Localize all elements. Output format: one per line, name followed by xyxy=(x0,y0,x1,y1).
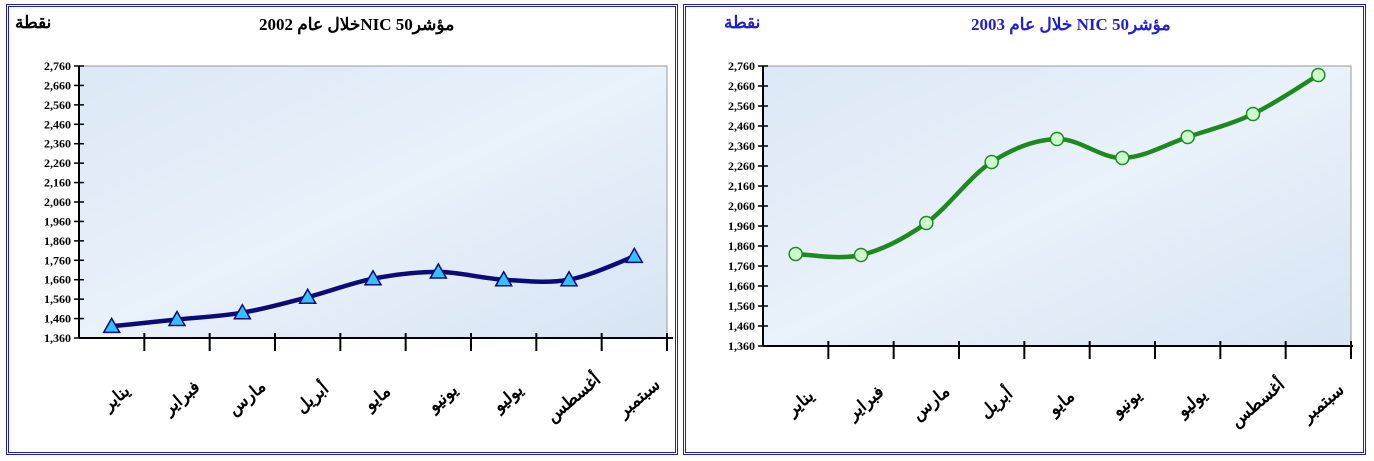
x-tick-label: مايو xyxy=(1043,387,1079,421)
x-tick-label: أبريل xyxy=(974,381,1017,422)
y-tick-label: 2,460 xyxy=(728,119,755,133)
data-point xyxy=(233,303,252,320)
y-tick-label: 2,060 xyxy=(728,199,755,213)
y-tick-label: 1,660 xyxy=(728,279,755,293)
x-tick-label: مايو xyxy=(359,382,395,416)
x-tick-label: مارس xyxy=(224,377,270,420)
y-tick-label: 1,960 xyxy=(44,214,71,228)
y-tick-label: 2,660 xyxy=(44,78,71,92)
data-point xyxy=(298,287,317,304)
data-point xyxy=(853,247,869,263)
y-tick-label: 1,860 xyxy=(728,239,755,253)
y-tick-label: 2,260 xyxy=(728,159,755,173)
x-tick-label: يوليو xyxy=(488,380,528,418)
y-unit-label: نقطة xyxy=(15,13,52,32)
data-point xyxy=(625,246,644,264)
data-point xyxy=(559,270,579,287)
y-tick-label: 1,360 xyxy=(728,339,755,353)
y-tick-label: 1,760 xyxy=(44,253,71,267)
data-point xyxy=(1245,106,1261,122)
chart-title: مؤشر50 NIC خلال عام 2003 xyxy=(971,15,1171,34)
y-tick-label: 2,760 xyxy=(44,59,71,73)
y-tick-label: 2,260 xyxy=(44,156,71,170)
y-tick-label: 1,660 xyxy=(44,273,71,287)
x-tick-label: يناير xyxy=(97,381,134,417)
y-tick-label: 2,560 xyxy=(728,99,755,113)
y-tick-label: 1,560 xyxy=(728,299,755,313)
x-tick-label: يونيو xyxy=(1107,385,1146,422)
data-point xyxy=(1049,131,1065,147)
x-tick-label: أغسطس xyxy=(541,367,605,426)
y-tick-label: 1,860 xyxy=(44,234,71,248)
data-point xyxy=(167,310,187,327)
y-tick-label: 1,560 xyxy=(44,292,71,306)
data-point xyxy=(919,215,934,231)
data-point xyxy=(788,246,803,262)
y-tick-label: 1,360 xyxy=(44,331,71,345)
y-tick-label: 2,760 xyxy=(728,59,755,73)
chart-panel-2003: مؤشر50 NIC خلال عام 2003 نقطة 1,360 1,460… xyxy=(683,4,1366,455)
x-tick-label: مارس xyxy=(908,382,954,425)
x-tick-label: أبريل xyxy=(290,376,333,417)
line-chart-2003: 1,360 1,460 1,560 1,660 1,760 1,860 1,960 2,060… xyxy=(728,59,1353,432)
x-tick-label: أغسطس xyxy=(1225,372,1289,431)
data-point xyxy=(429,262,448,279)
x-tick-label: فبراير xyxy=(842,382,888,425)
data-point xyxy=(1311,67,1326,83)
chart-panel-2002: مؤشر50 NICخلال عام 2002 نقطة 1,360 1,460 1… xyxy=(6,4,678,455)
x-tick-label: يونيو xyxy=(423,380,462,417)
data-point xyxy=(363,269,383,286)
y-tick-label: 2,160 xyxy=(44,176,71,190)
data-point xyxy=(1115,150,1130,166)
y-tick-label: 2,060 xyxy=(44,195,71,209)
y-tick-label: 1,960 xyxy=(728,219,755,233)
y-tick-label: 2,560 xyxy=(44,98,71,112)
data-point xyxy=(102,316,121,334)
x-tick-label: يناير xyxy=(781,386,818,422)
y-tick-label: 2,160 xyxy=(728,179,755,193)
y-tick-label: 1,460 xyxy=(728,319,755,333)
chart-title: مؤشر50 NICخلال عام 2002 xyxy=(259,15,455,34)
x-tick-label: سبتمبر xyxy=(1296,380,1348,428)
x-tick-label: سبتمبر xyxy=(612,375,664,423)
y-tick-label: 1,760 xyxy=(728,259,755,273)
y-tick-label: 2,360 xyxy=(728,139,755,153)
plot-area xyxy=(78,65,668,339)
data-point xyxy=(494,270,513,287)
y-tick-label: 2,460 xyxy=(44,117,71,131)
x-tick-label: يوليو xyxy=(1172,385,1212,423)
y-tick-label: 1,460 xyxy=(44,312,71,326)
y-unit-label: نقطة xyxy=(724,13,761,32)
data-point xyxy=(1180,129,1195,145)
y-tick-label: 2,360 xyxy=(44,137,71,151)
y-tick-label: 2,660 xyxy=(728,79,755,93)
x-tick-label: فبراير xyxy=(158,377,204,420)
line-chart-2002: 1,360 1,460 1,560 1,660 1,760 1,860 1,960 2,060… xyxy=(44,59,673,427)
data-point xyxy=(984,154,999,170)
